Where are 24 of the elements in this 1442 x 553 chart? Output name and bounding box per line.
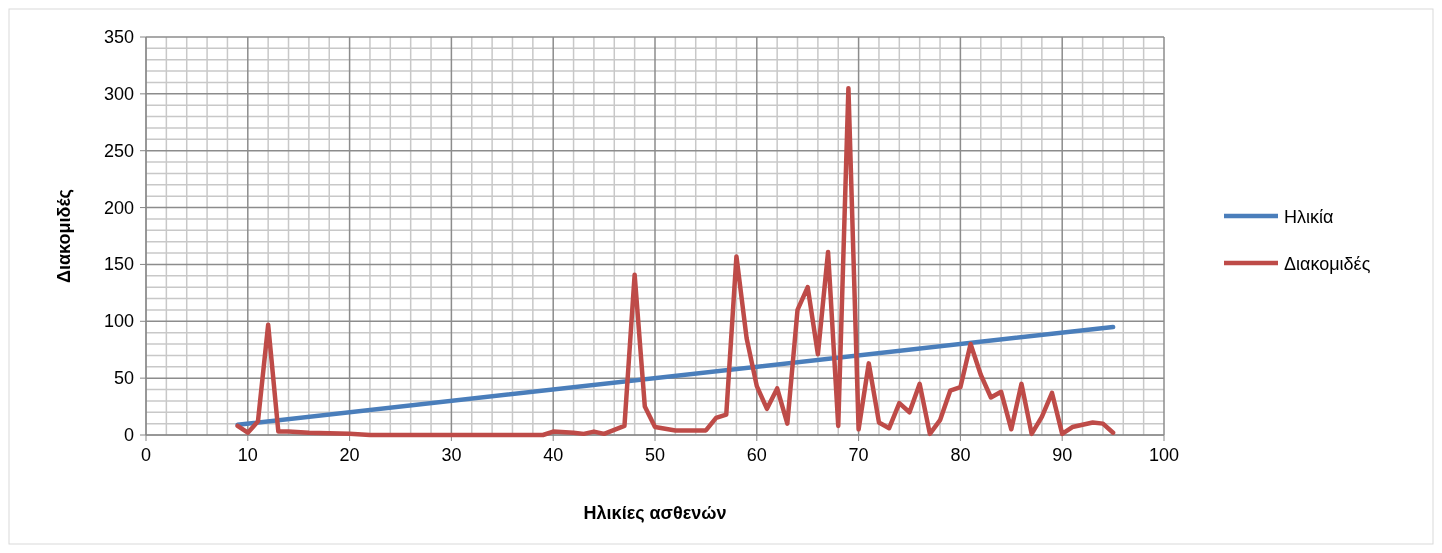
x-axis-title: Ηλικίες ασθενών (583, 503, 727, 523)
line-series (235, 85, 1116, 438)
y-tick-label: 300 (103, 83, 134, 104)
y-tick-label: 100 (103, 311, 134, 332)
x-tick-label: 40 (543, 445, 564, 465)
x-tick-label: 70 (848, 445, 869, 465)
x-tick-label: 50 (644, 445, 666, 465)
y-tick-label: 0 (123, 425, 134, 445)
y-tick-label: 250 (103, 140, 134, 161)
y-tick-label: 350 (103, 27, 134, 47)
x-tick-label: 100 (1148, 445, 1180, 465)
x-tick-label: 60 (746, 445, 767, 465)
x-tick-label: 20 (339, 445, 360, 465)
x-tick-label: 80 (950, 445, 971, 465)
x-tick-label: 30 (441, 445, 462, 465)
x-tick-label: 10 (237, 445, 258, 465)
legend-label: Ηλικία (1284, 207, 1334, 227)
x-tick-label: 0 (140, 445, 152, 465)
legend-label: Διακομιδές (1284, 254, 1371, 274)
y-tick-label: 50 (113, 368, 134, 389)
y-tick-label: 150 (103, 254, 134, 275)
y-axis-title: Διακομιδές (54, 189, 74, 283)
x-tick-label: 90 (1052, 445, 1073, 465)
y-tick-label: 200 (103, 197, 134, 218)
